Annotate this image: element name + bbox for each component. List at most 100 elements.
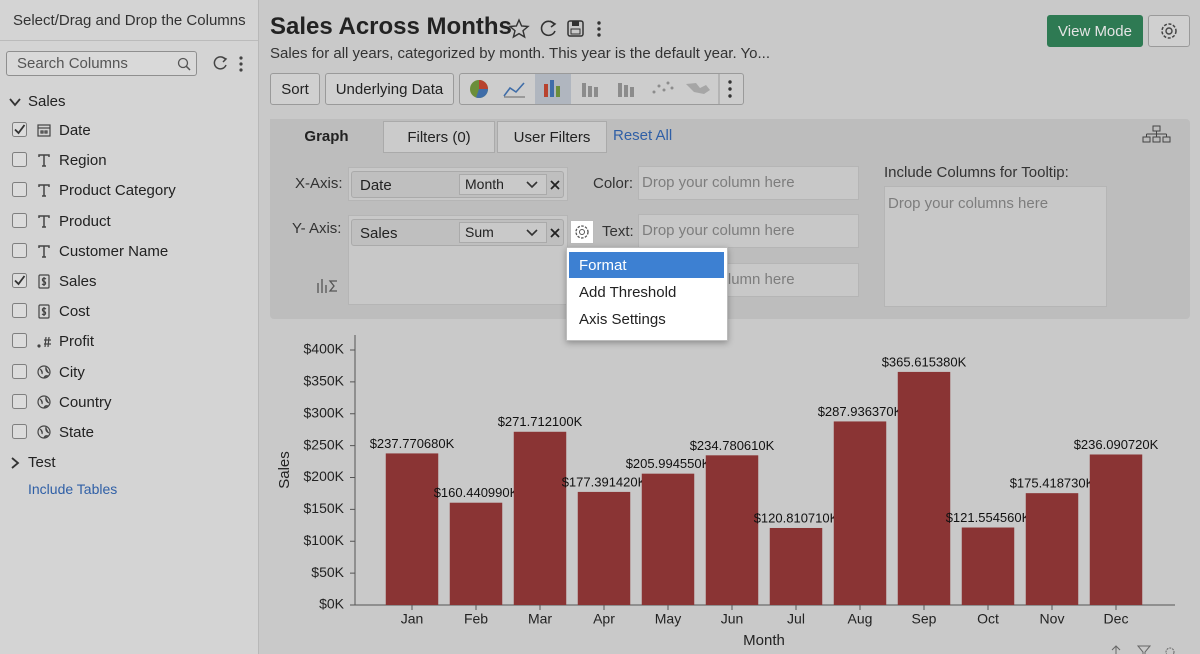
group-name: Test — [28, 454, 56, 472]
graph-tab[interactable]: Graph — [270, 119, 383, 154]
y-function-select[interactable]: Sum — [459, 222, 547, 243]
checkbox[interactable] — [12, 393, 28, 410]
y-tick-label: $350K — [304, 373, 345, 389]
column-type-icon — [37, 395, 51, 409]
column-name: Date — [59, 122, 91, 139]
group-row[interactable]: Test — [0, 451, 258, 475]
icon-part — [39, 366, 50, 378]
x-column-pill[interactable]: Date Month — [351, 171, 564, 198]
checkbox[interactable] — [12, 122, 28, 138]
y-tick-label: $200K — [304, 468, 345, 484]
y-settings-button[interactable] — [570, 220, 594, 244]
bar — [577, 491, 631, 605]
y-column: Sales — [360, 225, 398, 242]
icon-part — [39, 426, 50, 439]
checkmark — [14, 275, 26, 286]
column-row[interactable]: Product — [0, 210, 258, 234]
column-type-icon — [38, 245, 50, 258]
tooltip-label: Include Columns for Tooltip: — [884, 164, 1069, 181]
underlying-data-button[interactable]: Underlying Data — [325, 73, 454, 105]
text-placeholder: Drop your column here — [642, 222, 795, 239]
checkbox[interactable] — [12, 242, 28, 259]
sort-button[interactable]: Sort — [270, 73, 320, 105]
column-row[interactable]: Country — [0, 391, 258, 415]
chart-type-bar[interactable] — [459, 73, 744, 105]
include-tables-link[interactable]: Include Tables — [28, 481, 118, 498]
x-axis-label: X-Axis: — [295, 175, 343, 192]
value-label: $177.391420K — [562, 474, 647, 489]
column-name: City — [59, 363, 85, 381]
checkbox[interactable] — [12, 303, 28, 319]
icon-part — [44, 337, 51, 348]
column-name: Sales — [59, 273, 97, 290]
caret-path — [11, 457, 20, 469]
search-box[interactable]: Search Columns — [6, 51, 197, 76]
format-menu: Format Add Threshold Axis Settings — [566, 247, 728, 341]
icon-part — [41, 277, 47, 286]
column-row[interactable]: Cost — [0, 300, 258, 324]
column-row[interactable]: Product Category — [0, 179, 258, 203]
checkbox[interactable] — [12, 363, 28, 380]
icon-part — [38, 214, 50, 228]
tooltip-placeholder: Drop your columns here — [888, 195, 1049, 212]
column-row[interactable]: Customer Name — [0, 240, 258, 264]
menu-item[interactable]: Add Threshold — [579, 283, 677, 301]
checkbox[interactable] — [12, 333, 28, 349]
tooltip-drop[interactable]: Drop your columns here — [884, 186, 1107, 307]
bar — [641, 473, 695, 605]
y-pill-controls[interactable] — [526, 228, 566, 240]
view-mode-button[interactable]: View Mode — [1047, 15, 1143, 47]
bar — [769, 527, 823, 605]
column-type-icon — [38, 184, 50, 198]
chart-type-icons — [470, 74, 732, 104]
checkbox-box — [12, 242, 27, 258]
column-row[interactable]: City — [0, 361, 258, 385]
x-function-select[interactable]: Month — [459, 174, 547, 195]
x-pill-controls[interactable] — [526, 180, 566, 192]
settings-button[interactable] — [1148, 15, 1190, 47]
x-tick-label: Oct — [977, 611, 999, 627]
column-row[interactable]: Date — [0, 119, 258, 143]
menu-item[interactable]: Format — [569, 252, 724, 278]
column-row[interactable]: Sales — [0, 270, 258, 294]
column-row[interactable]: Region — [0, 149, 258, 173]
y-column-pill[interactable]: Sales Sum — [351, 219, 564, 246]
checkbox[interactable] — [12, 273, 28, 289]
menu-item[interactable]: Axis Settings — [579, 310, 666, 328]
filters-tab[interactable]: Filters (0) — [383, 121, 495, 153]
text-drop[interactable]: Drop your column here — [638, 214, 859, 248]
group-row[interactable]: Sales — [0, 90, 258, 114]
color-drop[interactable]: Drop your column here — [638, 166, 859, 200]
bar — [833, 421, 887, 605]
bar — [705, 455, 759, 605]
column-name: Region — [59, 152, 107, 170]
x-tick-label: Aug — [848, 611, 873, 627]
hierarchy-icon[interactable] — [1142, 124, 1172, 144]
checkbox[interactable] — [12, 424, 28, 440]
column-type-icon — [37, 124, 51, 137]
value-label: $205.994550K — [626, 456, 711, 471]
y-tick-label: $0K — [319, 596, 345, 612]
checkbox[interactable] — [12, 152, 28, 168]
column-row[interactable]: Profit — [0, 330, 258, 354]
gear-icon — [575, 225, 589, 239]
column-type-icon — [37, 337, 51, 348]
divider — [0, 40, 258, 41]
value-label: $365.615380K — [882, 354, 967, 369]
column-row[interactable]: State — [0, 421, 258, 445]
color-placeholder: Drop your column here — [642, 174, 795, 191]
checkbox[interactable] — [12, 212, 28, 229]
sidebar-actions[interactable] — [210, 54, 250, 74]
title-actions[interactable] — [508, 18, 612, 40]
bar — [1089, 454, 1143, 605]
bar — [513, 431, 567, 605]
column-type-icon — [37, 425, 51, 439]
user-filters-tab[interactable]: User Filters — [497, 121, 607, 153]
reset-all-link[interactable]: Reset All — [613, 127, 673, 144]
x-tick-label: Feb — [464, 611, 488, 627]
checkbox[interactable] — [12, 182, 28, 198]
chart-footer-icons[interactable] — [1111, 645, 1175, 654]
measure-icon[interactable] — [316, 277, 340, 295]
sidebar-title: Select/Drag and Drop the Columns — [13, 12, 246, 29]
value-label: $160.440990K — [434, 485, 519, 500]
